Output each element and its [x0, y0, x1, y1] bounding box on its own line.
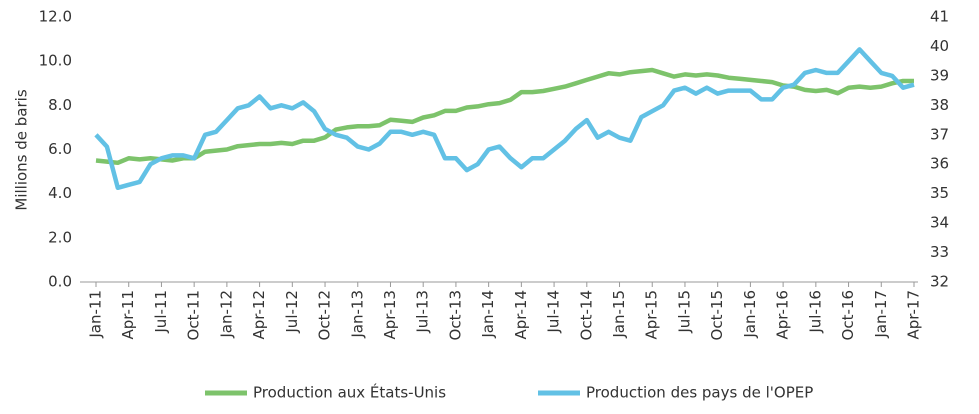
- y-tick-label: 6.0: [48, 140, 72, 158]
- x-tick-label: Oct-13: [446, 290, 464, 340]
- x-tick-label: Jan-15: [610, 290, 628, 339]
- y2-tick-label: 38: [930, 96, 949, 114]
- x-tick-label: Apr-16: [774, 290, 792, 340]
- x-tick-label: Oct-16: [839, 290, 857, 340]
- x-tick-label: Jan-16: [741, 290, 759, 339]
- y-tick-label: 2.0: [48, 228, 72, 246]
- x-tick-label: Oct-14: [577, 290, 595, 340]
- y-axis-label: Millions de baris: [13, 89, 31, 210]
- y2-tick-label: 35: [930, 184, 949, 202]
- y2-tick-label: 33: [930, 243, 949, 261]
- x-tick-label: Jul-13: [414, 290, 432, 334]
- y2-tick-label: 39: [930, 66, 949, 84]
- y2-tick-label: 37: [930, 125, 949, 143]
- x-tick-label: Jul-15: [675, 290, 693, 334]
- x-tick-label: Jul-14: [545, 290, 563, 334]
- x-tick-label: Jul-11: [152, 290, 170, 334]
- y2-tick-label: 36: [930, 155, 949, 173]
- x-tick-label: Apr-17: [905, 290, 923, 340]
- y-tick-label: 4.0: [48, 184, 72, 202]
- x-tick-label: Oct-11: [185, 290, 203, 340]
- y-tick-label: 10.0: [39, 52, 72, 70]
- x-tick-label: Oct-15: [708, 290, 726, 340]
- x-tick-label: Apr-12: [250, 290, 268, 340]
- y-tick-label: 12.0: [39, 8, 72, 26]
- y-tick-label: 0.0: [48, 273, 72, 291]
- y2-tick-label: 32: [930, 273, 949, 291]
- y2-tick-label: 41: [930, 8, 949, 26]
- x-tick-label: Jul-16: [806, 290, 824, 334]
- x-tick-label: Apr-15: [643, 290, 661, 340]
- y2-tick-label: 40: [930, 37, 949, 55]
- x-tick-label: Jan-12: [217, 290, 235, 339]
- series-line: [94, 47, 915, 191]
- x-tick-label: Jan-13: [348, 290, 366, 339]
- x-tick-label: Jan-14: [479, 290, 497, 339]
- x-tick-label: Apr-13: [381, 290, 399, 340]
- legend-label: Production aux États-Unis: [253, 383, 446, 402]
- y-tick-label: 8.0: [48, 96, 72, 114]
- x-tick-label: Jan-17: [872, 290, 890, 339]
- x-tick-label: Oct-12: [316, 290, 334, 340]
- x-tick-label: Jan-11: [87, 290, 105, 339]
- legend-label: Production des pays de l'OPEP: [586, 384, 813, 402]
- x-tick-label: Jul-12: [283, 290, 301, 334]
- series-line: [95, 67, 914, 166]
- y2-tick-label: 34: [930, 214, 949, 232]
- x-tick-label: Apr-14: [512, 290, 530, 340]
- x-tick-label: Apr-11: [119, 290, 137, 340]
